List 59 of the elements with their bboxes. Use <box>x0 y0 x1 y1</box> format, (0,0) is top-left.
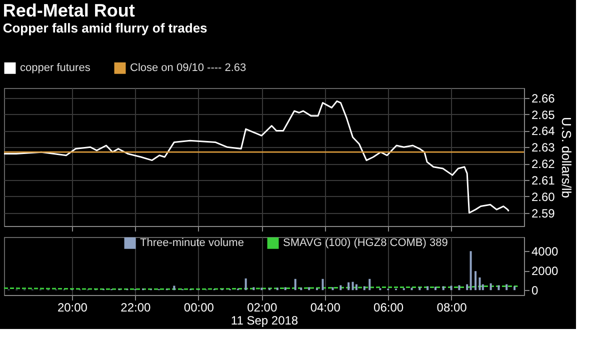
bar <box>470 251 472 290</box>
bar <box>368 278 371 290</box>
x-axis-title: 11 Sep 2018 <box>230 314 298 328</box>
x-tick-label: 20:00 <box>57 300 88 314</box>
legend-label: Close on 09/10 ---- 2.63 <box>130 62 246 74</box>
x-tick-label: 04:00 <box>310 300 341 314</box>
bar <box>442 286 444 290</box>
bar <box>426 286 429 290</box>
bar <box>418 287 421 290</box>
bar <box>478 277 481 290</box>
legend-label: copper futures <box>20 62 91 74</box>
y-tick-label: 2.62 <box>532 157 556 172</box>
y-tick-label: 2.59 <box>532 206 556 220</box>
bar <box>260 288 263 290</box>
bar <box>322 278 324 290</box>
bar <box>340 285 342 290</box>
bar <box>466 284 468 290</box>
bar <box>284 287 286 290</box>
y-tick-label: 2.64 <box>532 124 556 138</box>
bar <box>352 282 354 290</box>
bar <box>276 288 278 290</box>
bar <box>474 271 477 290</box>
bar <box>490 283 492 290</box>
line-series <box>4 100 510 214</box>
bar <box>506 284 508 290</box>
y-tick-label: 2.66 <box>532 91 556 106</box>
y-tick-label: 2.60 <box>532 190 556 204</box>
legend-label: SMAVG (100) (HGZ8 COMB) 389 <box>283 237 448 250</box>
bar <box>332 287 334 290</box>
bar <box>514 286 516 290</box>
y-tick-label: 0 <box>532 284 538 298</box>
y-tick-label: 2.63 <box>532 140 556 155</box>
legend-label: Three-minute volume <box>140 237 244 250</box>
bar <box>355 284 358 290</box>
bar <box>308 287 310 290</box>
y-tick-label: 2.65 <box>532 108 556 122</box>
y-tick-label: 2000 <box>532 264 559 278</box>
bar <box>294 278 296 290</box>
chart-title: Red-Metal Rout <box>2 0 135 20</box>
bar <box>410 288 413 290</box>
bar <box>434 286 436 290</box>
bar <box>363 286 366 290</box>
bar <box>244 278 247 290</box>
bar <box>458 285 460 290</box>
bar <box>300 288 302 290</box>
chart-subtitle: Copper falls amid flurry of trades <box>2 20 208 36</box>
x-tick-label: 06:00 <box>374 300 404 314</box>
x-tick-label: 08:00 <box>436 300 468 314</box>
bar <box>348 282 350 290</box>
y-axis-title: U.S. dollars/lb <box>558 117 574 198</box>
bar <box>252 287 255 290</box>
bar <box>498 285 500 290</box>
y-tick-label: 2.61 <box>532 174 556 188</box>
bar <box>173 286 176 290</box>
bar <box>450 286 452 290</box>
x-tick-label: 22:00 <box>120 300 152 314</box>
x-tick-label: 02:00 <box>247 300 278 314</box>
y-tick-label: 4000 <box>532 244 559 259</box>
x-tick-label: 00:00 <box>184 300 214 314</box>
